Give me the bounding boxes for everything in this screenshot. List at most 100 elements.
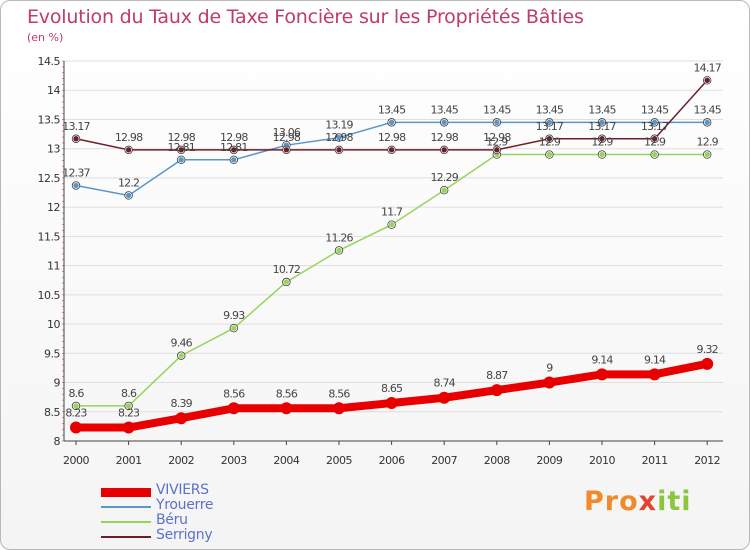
data-point-fill-yrouerre bbox=[336, 134, 342, 141]
legend-label-b-ru: Béru bbox=[156, 512, 188, 528]
data-point-fill-yrouerre bbox=[388, 119, 395, 126]
data-point-fill-serrigny bbox=[546, 136, 553, 142]
y-tick-label: 11 bbox=[47, 260, 60, 273]
data-label-viviers: 9.14 bbox=[644, 353, 666, 366]
data-point-fill-serrigny bbox=[178, 147, 184, 153]
legend-label-serrigny: Serrigny bbox=[156, 527, 213, 543]
data-point-viviers bbox=[490, 384, 503, 397]
data-point-fill-b-ru bbox=[73, 403, 79, 409]
data-point-fill-b-ru bbox=[441, 187, 447, 193]
data-point-fill-yrouerre bbox=[231, 157, 237, 163]
data-point-fill-serrigny bbox=[125, 147, 132, 153]
y-tick-label: 12.5 bbox=[38, 172, 61, 185]
y-tick-label: 10.5 bbox=[38, 289, 61, 302]
data-label-yrouerre: 13.45 bbox=[430, 103, 458, 116]
data-label-yrouerre: 13.45 bbox=[378, 103, 406, 116]
x-tick-label: 2006 bbox=[379, 454, 405, 467]
data-label-viviers: 8.39 bbox=[171, 397, 193, 410]
data-point-viviers bbox=[438, 391, 451, 404]
data-point-fill-b-ru bbox=[388, 221, 395, 228]
data-point-viviers bbox=[596, 368, 608, 381]
data-label-viviers: 9 bbox=[546, 362, 553, 375]
data-label-yrouerre: 13.06 bbox=[273, 126, 301, 139]
data-point-fill-yrouerre bbox=[599, 119, 605, 126]
data-label-serrigny: 12.98 bbox=[430, 131, 458, 144]
data-point-viviers bbox=[543, 376, 556, 389]
data-point-fill-yrouerre bbox=[546, 119, 553, 126]
data-point-fill-serrigny bbox=[283, 147, 290, 153]
x-tick-label: 2001 bbox=[116, 454, 142, 467]
data-label-yrouerre: 13.45 bbox=[588, 103, 616, 116]
data-point-fill-serrigny bbox=[441, 147, 447, 153]
data-label-yrouerre: 13.45 bbox=[483, 103, 511, 116]
y-tick-label: 13 bbox=[47, 143, 60, 156]
data-label-viviers: 8.74 bbox=[434, 377, 456, 390]
data-label-viviers: 8.56 bbox=[276, 387, 298, 400]
y-tick-label: 10 bbox=[47, 318, 60, 331]
data-label-b-ru: 8.6 bbox=[68, 387, 84, 400]
data-label-b-ru: 10.72 bbox=[273, 263, 301, 276]
data-label-yrouerre: 13.45 bbox=[693, 103, 721, 116]
data-point-fill-b-ru bbox=[231, 325, 237, 331]
legend-item-yrouerre: Yrouerre bbox=[101, 497, 301, 514]
data-point-fill-yrouerre bbox=[494, 119, 500, 126]
y-tick-label: 14 bbox=[47, 84, 60, 97]
data-label-serrigny: 12.98 bbox=[378, 131, 406, 144]
series-line-viviers bbox=[72, 359, 712, 432]
data-point-fill-serrigny bbox=[651, 136, 658, 142]
data-point-fill-serrigny bbox=[73, 136, 79, 142]
series-line-b-ru bbox=[75, 153, 708, 407]
data-label-serrigny: 12.98 bbox=[167, 131, 195, 144]
x-tick-label: 2012 bbox=[694, 454, 720, 467]
data-label-serrigny: 12.98 bbox=[273, 131, 301, 144]
data-label-viviers: 8.56 bbox=[223, 387, 245, 400]
data-label-serrigny: 13.17 bbox=[62, 120, 90, 133]
data-label-viviers: 8.87 bbox=[486, 369, 508, 382]
data-point-fill-serrigny bbox=[231, 147, 237, 153]
data-label-b-ru: 12.9 bbox=[486, 136, 508, 149]
y-tick-label: 11.5 bbox=[38, 230, 61, 243]
x-tick-label: 2004 bbox=[273, 454, 299, 467]
data-label-serrigny: 12.98 bbox=[483, 131, 511, 144]
data-point-viviers bbox=[122, 421, 135, 434]
data-label-yrouerre: 12.81 bbox=[167, 141, 195, 154]
data-label-viviers: 9.32 bbox=[697, 343, 718, 356]
y-tick-label: 9 bbox=[54, 377, 61, 390]
data-point-viviers bbox=[70, 421, 82, 434]
y-tick-label: 13.5 bbox=[38, 113, 61, 126]
x-tick-label: 2010 bbox=[589, 454, 615, 467]
data-point-fill-b-ru bbox=[125, 403, 132, 409]
legend-swatch-viviers bbox=[101, 487, 151, 497]
data-point-fill-serrigny bbox=[704, 77, 710, 83]
data-label-yrouerre: 13.45 bbox=[536, 103, 564, 116]
data-point-fill-serrigny bbox=[494, 147, 500, 153]
x-tick-label: 2000 bbox=[63, 454, 89, 467]
data-point-fill-b-ru bbox=[651, 151, 658, 158]
y-tick-label: 12 bbox=[47, 201, 60, 214]
data-label-b-ru: 11.7 bbox=[381, 206, 403, 219]
data-label-serrigny: 13.17 bbox=[536, 120, 564, 133]
x-tick-label: 2002 bbox=[168, 454, 194, 467]
x-tick-label: 2007 bbox=[431, 454, 457, 467]
logo-part-3: iti bbox=[657, 486, 692, 517]
data-point-fill-yrouerre bbox=[73, 182, 79, 189]
data-point-fill-yrouerre bbox=[178, 157, 184, 163]
x-tick-label: 2011 bbox=[642, 454, 668, 467]
data-label-serrigny: 13.17 bbox=[588, 120, 616, 133]
legend-label-yrouerre: Yrouerre bbox=[156, 497, 214, 513]
x-tick-label: 2005 bbox=[326, 454, 352, 467]
unit-label: (en %) bbox=[27, 31, 64, 44]
data-label-b-ru: 12.29 bbox=[430, 171, 458, 184]
data-label-serrigny: 12.98 bbox=[325, 131, 353, 144]
data-label-b-ru: 9.46 bbox=[171, 337, 193, 350]
x-tick-label: 2009 bbox=[536, 454, 562, 467]
data-label-viviers: 9.14 bbox=[591, 353, 613, 366]
legend-item-serrigny: Serrigny bbox=[101, 527, 301, 544]
x-tick-label: 2003 bbox=[221, 454, 247, 467]
data-label-serrigny: 13.17 bbox=[641, 120, 669, 133]
data-point-fill-serrigny bbox=[388, 147, 395, 153]
y-tick-label: 8 bbox=[54, 435, 61, 448]
data-label-viviers: 8.23 bbox=[65, 407, 87, 420]
data-label-b-ru: 12.9 bbox=[644, 136, 666, 149]
